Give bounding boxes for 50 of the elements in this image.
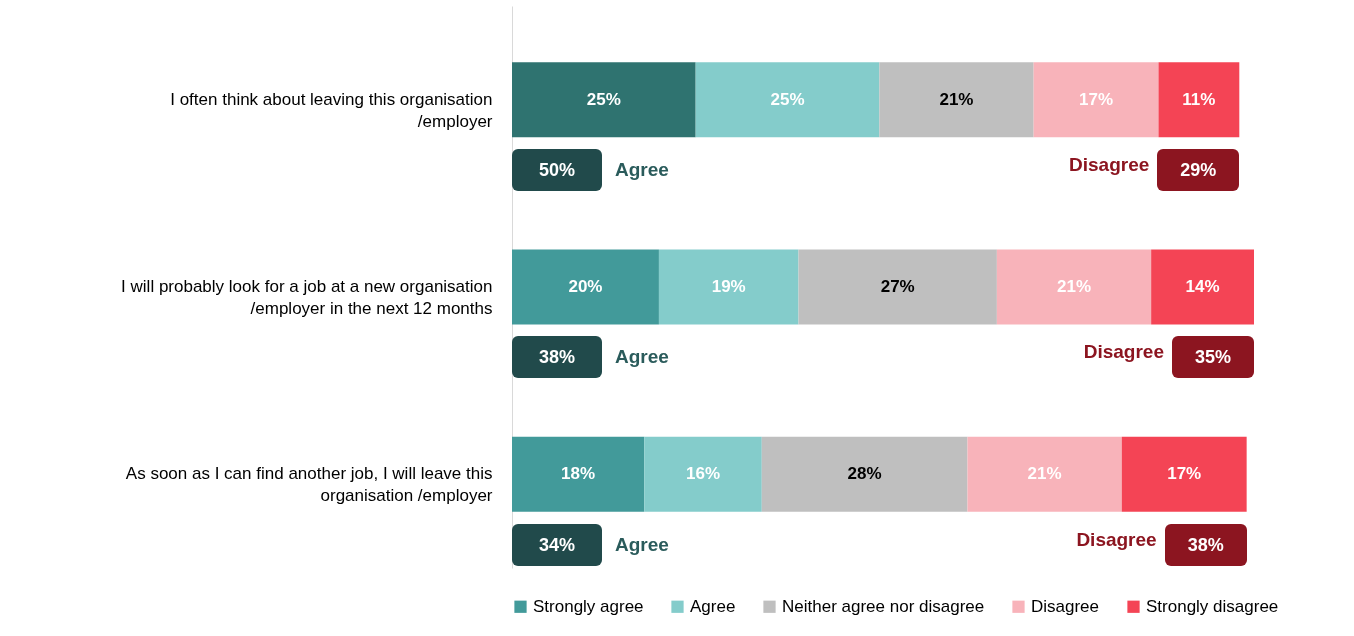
data-label: 18%: [561, 464, 596, 484]
annotation: Disagree: [1083, 341, 1164, 364]
legend-label: Strongly agree: [533, 596, 644, 616]
bar: [967, 436, 1122, 512]
data-label: 19%: [711, 277, 746, 296]
annotation: 38%: [512, 336, 602, 379]
bar: [658, 249, 799, 325]
annotation: 38%: [1164, 523, 1247, 566]
bar: [644, 436, 762, 512]
data-label: 21%: [1027, 464, 1062, 484]
annotation: Agree: [615, 159, 669, 182]
bar: [996, 249, 1152, 325]
bar: [761, 436, 968, 512]
legend-label: Agree: [690, 596, 736, 616]
bar: [1158, 62, 1240, 138]
data-label: 16%: [685, 464, 721, 484]
y-tick-label: I often think about leaving this organisation /employer: [170, 89, 493, 131]
data-label: 21%: [1056, 277, 1092, 296]
data-label: 21%: [939, 89, 974, 109]
legend-label: Neither agree nor disagree: [782, 596, 985, 616]
data-label: 27%: [880, 277, 915, 296]
data-label: 17%: [1079, 89, 1114, 109]
bar: [512, 62, 696, 138]
annotation: 35%: [1172, 336, 1254, 379]
bar: [1151, 249, 1254, 325]
bar: [695, 62, 880, 138]
y-tick-label: As soon as I can find another job, I will leave this organisation /employer: [125, 464, 493, 506]
annotation: 29%: [1157, 149, 1240, 192]
y-tick-label: I will probably look for a job at a new organisation /employer in the next 12 months: [121, 277, 493, 318]
legend-label: Strongly disagree: [1146, 596, 1279, 616]
annotation: Agree: [615, 346, 669, 369]
bar: [1121, 436, 1247, 512]
bar: [512, 249, 659, 325]
data-label: 17%: [1167, 464, 1202, 484]
data-label: 11%: [1182, 89, 1216, 109]
annotation: Disagree: [1076, 528, 1157, 551]
bar: [512, 436, 645, 512]
legend-label: Disagree: [1031, 596, 1100, 616]
annotation: 50%: [512, 149, 602, 192]
bar: [1033, 62, 1159, 138]
data-label: 14%: [1185, 277, 1220, 296]
data-label: 25%: [586, 89, 621, 109]
data-label: 20%: [568, 277, 603, 296]
annotation: Agree: [615, 533, 669, 556]
annotation: 34%: [512, 523, 602, 566]
data-label: 25%: [770, 89, 805, 109]
bar: [879, 62, 1034, 138]
bar: [798, 249, 997, 325]
data-label: 28%: [847, 464, 882, 484]
annotation: Disagree: [1069, 154, 1150, 177]
